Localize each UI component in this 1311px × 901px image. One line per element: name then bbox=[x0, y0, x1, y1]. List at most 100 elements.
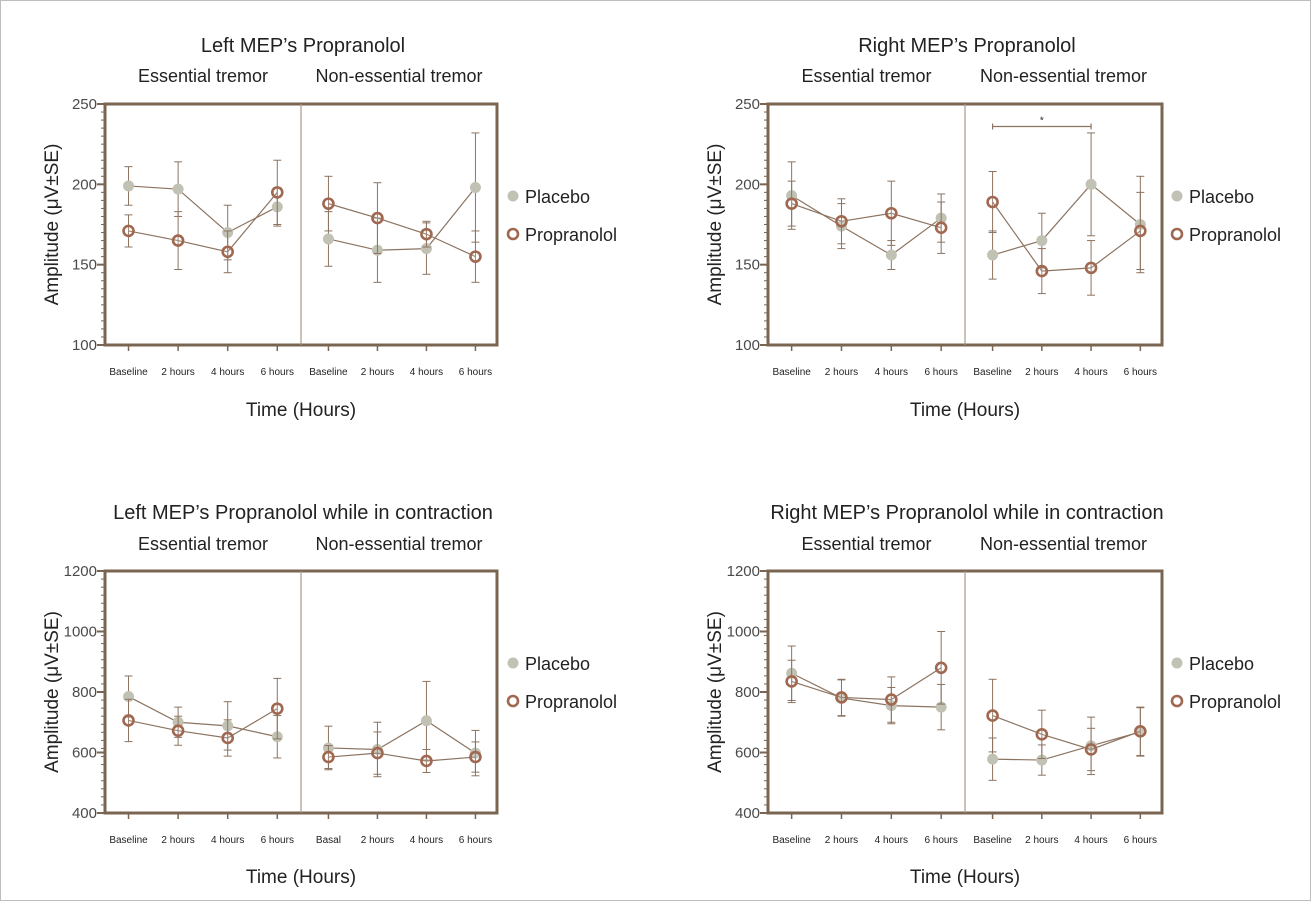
x-tick-label: 4 hours bbox=[1074, 367, 1107, 378]
data-point-propranolol bbox=[420, 754, 433, 768]
data-point-propranolol bbox=[371, 211, 384, 225]
data-point-placebo bbox=[1036, 235, 1048, 247]
data-point-propranolol bbox=[835, 691, 848, 704]
series-line-propranolol bbox=[328, 752, 476, 762]
series-line-propranolol bbox=[992, 201, 1141, 272]
series-line-placebo bbox=[328, 187, 476, 251]
legend-marker-propranolol bbox=[1170, 694, 1184, 708]
data-point-propranolol bbox=[221, 245, 234, 259]
data-point-propranolol bbox=[171, 724, 185, 738]
data-point-propranolol bbox=[420, 227, 433, 241]
data-point-propranolol bbox=[122, 224, 135, 238]
data-point-placebo bbox=[987, 753, 999, 765]
data-point-propranolol bbox=[1035, 264, 1049, 278]
legend-marker-propranolol bbox=[506, 227, 520, 241]
group-label-nonessential: Non-essential tremor bbox=[980, 66, 1147, 86]
data-point-propranolol bbox=[934, 221, 948, 235]
y-tick-label: 150 bbox=[72, 257, 97, 274]
y-tick-label: 1200 bbox=[727, 563, 760, 580]
x-tick-label: 4 hours bbox=[211, 367, 244, 378]
series-line-placebo bbox=[128, 696, 278, 738]
y-tick-label: 400 bbox=[735, 805, 760, 822]
y-tick-label: 100 bbox=[735, 337, 760, 354]
legend-marker-propranolol bbox=[1170, 227, 1184, 241]
y-tick-label: 1200 bbox=[64, 563, 97, 580]
x-tick-label: Baseline bbox=[973, 367, 1012, 378]
y-tick-label: 150 bbox=[735, 257, 760, 274]
y-tick-label: 200 bbox=[735, 176, 760, 193]
x-tick-label: 2 hours bbox=[825, 835, 858, 846]
y-axis-title: Amplitude (μV±SE) bbox=[42, 144, 63, 306]
chart-panel-1: Left MEP’s Propranolol Essential tremor No… bbox=[42, 35, 617, 421]
y-tick-label: 1000 bbox=[727, 624, 760, 641]
series-propranolol bbox=[122, 677, 482, 775]
x-tick-label: 2 hours bbox=[161, 367, 194, 378]
data-point-propranolol bbox=[835, 214, 848, 228]
data-point-placebo bbox=[322, 233, 334, 245]
y-tick-label: 400 bbox=[72, 805, 97, 822]
data-point-placebo bbox=[469, 182, 481, 194]
data-point-propranolol bbox=[322, 750, 335, 764]
series-line-propranolol bbox=[791, 203, 942, 229]
x-tick-label: 6 hours bbox=[924, 367, 957, 378]
x-tick-label: 4 hours bbox=[211, 835, 244, 846]
legend-label-placebo: Placebo bbox=[525, 187, 590, 207]
data-point-propranolol bbox=[469, 250, 482, 263]
legend-label-placebo: Placebo bbox=[1189, 187, 1254, 207]
data-point-propranolol bbox=[371, 746, 384, 760]
series-line-placebo bbox=[992, 183, 1141, 256]
chart-title: Right MEP’s Propranolol while in contrac… bbox=[770, 502, 1163, 524]
series-line-placebo bbox=[791, 195, 942, 256]
x-tick-label: 6 hours bbox=[459, 367, 492, 378]
legend: Placebo Propranolol bbox=[506, 187, 617, 245]
data-point-propranolol bbox=[1134, 224, 1147, 238]
data-point-propranolol bbox=[885, 206, 898, 220]
data-point-placebo bbox=[123, 180, 135, 192]
y-axis-title: Amplitude (μV±SE) bbox=[705, 611, 726, 773]
x-tick-label: 2 hours bbox=[361, 367, 394, 378]
x-axis-title: Time (Hours) bbox=[910, 400, 1020, 421]
y-axis-title: Amplitude (μV±SE) bbox=[705, 144, 726, 306]
x-tick-label: 2 hours bbox=[825, 367, 858, 378]
x-tick-label: Baseline bbox=[109, 835, 148, 846]
y-tick-label: 1000 bbox=[64, 624, 97, 641]
data-point-propranolol bbox=[986, 195, 999, 209]
data-point-placebo bbox=[1036, 754, 1048, 766]
x-axis-title: Time (Hours) bbox=[910, 867, 1020, 888]
legend-marker-propranolol bbox=[506, 694, 520, 708]
x-tick-label: 2 hours bbox=[361, 835, 394, 846]
series-line-propranolol bbox=[992, 715, 1141, 751]
group-label-nonessential: Non-essential tremor bbox=[315, 534, 482, 554]
data-point-propranolol bbox=[785, 197, 798, 210]
data-point-placebo bbox=[172, 183, 184, 195]
data-point-propranolol bbox=[885, 693, 898, 706]
x-tick-label: Baseline bbox=[772, 835, 811, 846]
legend: Placebo Propranolol bbox=[1170, 654, 1281, 712]
legend-label-propranolol: Propranolol bbox=[1189, 225, 1281, 245]
series-propranolol bbox=[785, 631, 1147, 772]
chart-panel-4: Right MEP’s Propranolol while in contrac… bbox=[705, 502, 1281, 888]
x-tick-label: 2 hours bbox=[161, 835, 194, 846]
legend-label-placebo: Placebo bbox=[1189, 654, 1254, 674]
series-propranolol bbox=[785, 170, 1147, 296]
data-point-propranolol bbox=[1035, 728, 1049, 741]
data-point-propranolol bbox=[322, 197, 335, 210]
legend: Placebo Propranolol bbox=[506, 654, 617, 712]
legend-label-placebo: Placebo bbox=[525, 654, 590, 674]
legend-label-propranolol: Propranolol bbox=[525, 225, 617, 245]
legend-label-propranolol: Propranolol bbox=[525, 692, 617, 712]
y-tick-label: 600 bbox=[735, 745, 760, 762]
series-propranolol bbox=[122, 159, 482, 283]
y-tick-label: 800 bbox=[72, 684, 97, 701]
x-tick-label: 6 hours bbox=[1124, 835, 1157, 846]
chart-panels: Left MEP’s Propranolol Essential tremor No… bbox=[42, 35, 1281, 888]
y-tick-label: 100 bbox=[72, 337, 97, 354]
data-point-propranolol bbox=[1084, 743, 1098, 756]
data-point-propranolol bbox=[171, 234, 185, 247]
x-tick-label: Baseline bbox=[973, 835, 1012, 846]
chart-title: Right MEP’s Propranolol bbox=[858, 35, 1076, 57]
data-point-propranolol bbox=[122, 714, 135, 727]
x-tick-label: Baseline bbox=[772, 367, 811, 378]
